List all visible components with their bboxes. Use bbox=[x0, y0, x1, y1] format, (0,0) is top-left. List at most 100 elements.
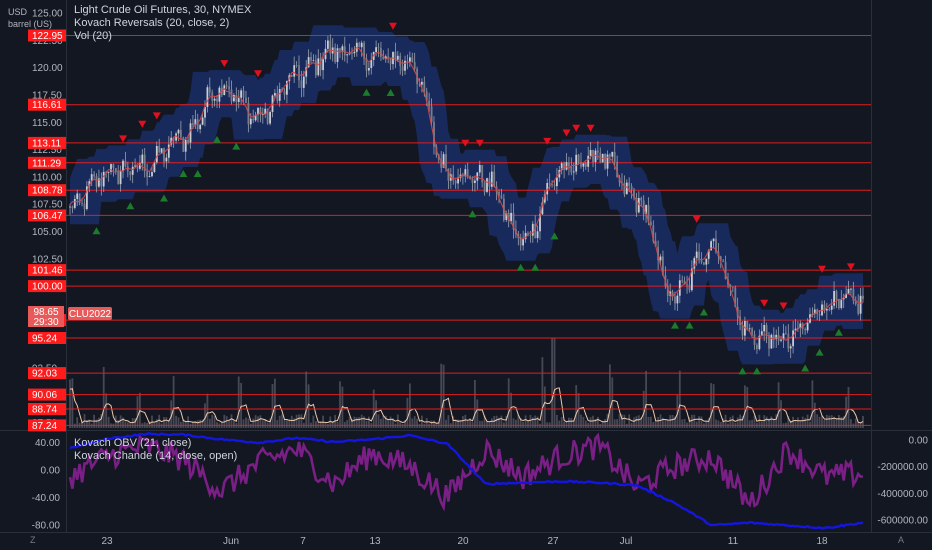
candle-body bbox=[136, 165, 139, 169]
volume-bar bbox=[666, 419, 669, 428]
volume-bars bbox=[69, 338, 864, 428]
candle-body bbox=[370, 59, 373, 68]
main-legend[interactable]: Light Crude Oil Futures, 30, NYMEX Kovac… bbox=[74, 4, 251, 43]
volume-bar bbox=[637, 415, 640, 428]
time-axis-label: Jun bbox=[223, 536, 239, 547]
candle-body bbox=[734, 287, 737, 307]
candle-body bbox=[440, 159, 443, 168]
candle-body bbox=[652, 225, 655, 242]
volume-bar bbox=[237, 376, 240, 428]
volume-bar bbox=[245, 417, 247, 428]
candle-body bbox=[421, 81, 423, 85]
volume-bar bbox=[368, 416, 370, 428]
volume-bar bbox=[736, 417, 739, 428]
buy-arrow-marker bbox=[386, 89, 395, 96]
volume-bar bbox=[358, 417, 361, 428]
candle-body bbox=[835, 291, 838, 300]
volume-bar bbox=[148, 421, 151, 428]
volume-bar bbox=[421, 415, 423, 428]
volume-bar bbox=[305, 371, 308, 428]
volume-bar bbox=[683, 419, 686, 428]
volume-bar bbox=[758, 414, 761, 428]
time-axis-label: Jul bbox=[620, 536, 633, 547]
candle-body bbox=[131, 166, 134, 175]
candle-body bbox=[580, 162, 582, 167]
candle-body bbox=[686, 284, 688, 286]
candle-body bbox=[715, 238, 717, 252]
timezone-button[interactable]: Z bbox=[30, 535, 36, 545]
volume-bar bbox=[124, 421, 127, 428]
volume-bar bbox=[688, 417, 691, 428]
volume-bar bbox=[348, 416, 351, 428]
time-axis-label: 18 bbox=[816, 536, 828, 547]
volume-bar bbox=[175, 415, 177, 428]
volume-bar bbox=[440, 363, 443, 428]
volume-bar bbox=[228, 420, 230, 428]
sell-arrow-marker bbox=[562, 129, 571, 137]
candle-body bbox=[114, 168, 117, 172]
volume-bar bbox=[377, 414, 380, 428]
sell-arrow-marker bbox=[254, 70, 262, 78]
candle-body bbox=[274, 93, 276, 96]
candle-body bbox=[606, 154, 609, 169]
volume-bar bbox=[825, 414, 828, 428]
volume-bar bbox=[158, 414, 161, 428]
volume-bar bbox=[789, 421, 792, 428]
indicator-volume-label[interactable]: Vol (20) bbox=[74, 30, 112, 42]
sell-arrow-marker bbox=[586, 124, 595, 132]
price-axis-label: 117.50 bbox=[32, 91, 62, 102]
candle-body bbox=[81, 203, 83, 204]
volume-bar bbox=[534, 415, 537, 428]
currency-label: USD bbox=[8, 7, 28, 17]
candle-body bbox=[635, 197, 638, 213]
volume-bar bbox=[563, 421, 565, 428]
volume-bar bbox=[787, 416, 790, 428]
candle-body bbox=[570, 166, 573, 173]
volume-bar bbox=[69, 379, 71, 428]
volume-bar bbox=[854, 418, 857, 428]
volume-bar bbox=[592, 415, 594, 428]
volume-bar bbox=[447, 415, 450, 428]
candle-body bbox=[746, 321, 749, 329]
indicator-reversals-label[interactable]: Kovach Reversals (20, close, 2) bbox=[74, 17, 230, 29]
symbol-title[interactable]: Light Crude Oil Futures, 30, NYMEX bbox=[74, 4, 252, 16]
candle-body bbox=[102, 171, 105, 187]
auto-scale-button[interactable]: A bbox=[898, 535, 905, 545]
volume-bar bbox=[363, 416, 365, 428]
candle-body bbox=[765, 325, 768, 335]
symbol-price-tag[interactable]: 98.65 29:30 CLU2022 bbox=[28, 306, 112, 328]
volume-bar bbox=[478, 420, 481, 428]
volume-bar bbox=[155, 419, 158, 428]
buy-arrow-marker bbox=[671, 321, 679, 329]
level-tag-label: 88.74 bbox=[32, 405, 57, 416]
volume-bar bbox=[763, 415, 766, 428]
candle-body bbox=[180, 129, 182, 138]
volume-bar bbox=[86, 420, 88, 428]
candle-body bbox=[830, 305, 833, 310]
volume-bar bbox=[845, 396, 847, 428]
volume-bar bbox=[483, 415, 486, 428]
candle-body bbox=[117, 171, 120, 185]
volume-bar bbox=[519, 417, 522, 428]
price-unit: USD barrel (US) bbox=[8, 6, 52, 30]
volume-ma-line bbox=[69, 387, 864, 425]
volume-bar bbox=[698, 416, 700, 428]
level-tag-label: 122.95 bbox=[32, 31, 63, 42]
candle-body bbox=[478, 165, 481, 173]
volume-bar bbox=[382, 416, 385, 428]
indicator-chande-label[interactable]: Kovach Chande (14, close, open) bbox=[74, 450, 238, 462]
volume-bar bbox=[286, 420, 288, 428]
indicator-obv-label[interactable]: Kovach OBV (21, close) bbox=[74, 437, 192, 449]
chande-oscillator-line bbox=[68, 432, 864, 512]
sell-arrow-marker bbox=[119, 135, 127, 143]
candle-body bbox=[616, 161, 618, 178]
lower-legend[interactable]: Kovach OBV (21, close) Kovach Chande (14… bbox=[74, 437, 237, 463]
candle-body bbox=[541, 202, 544, 215]
volume-bar bbox=[647, 416, 650, 428]
candle-body bbox=[88, 181, 91, 187]
volume-bar bbox=[753, 415, 756, 428]
reversal-markers bbox=[92, 22, 855, 375]
candle-body bbox=[823, 304, 826, 311]
candle-body bbox=[724, 261, 727, 280]
